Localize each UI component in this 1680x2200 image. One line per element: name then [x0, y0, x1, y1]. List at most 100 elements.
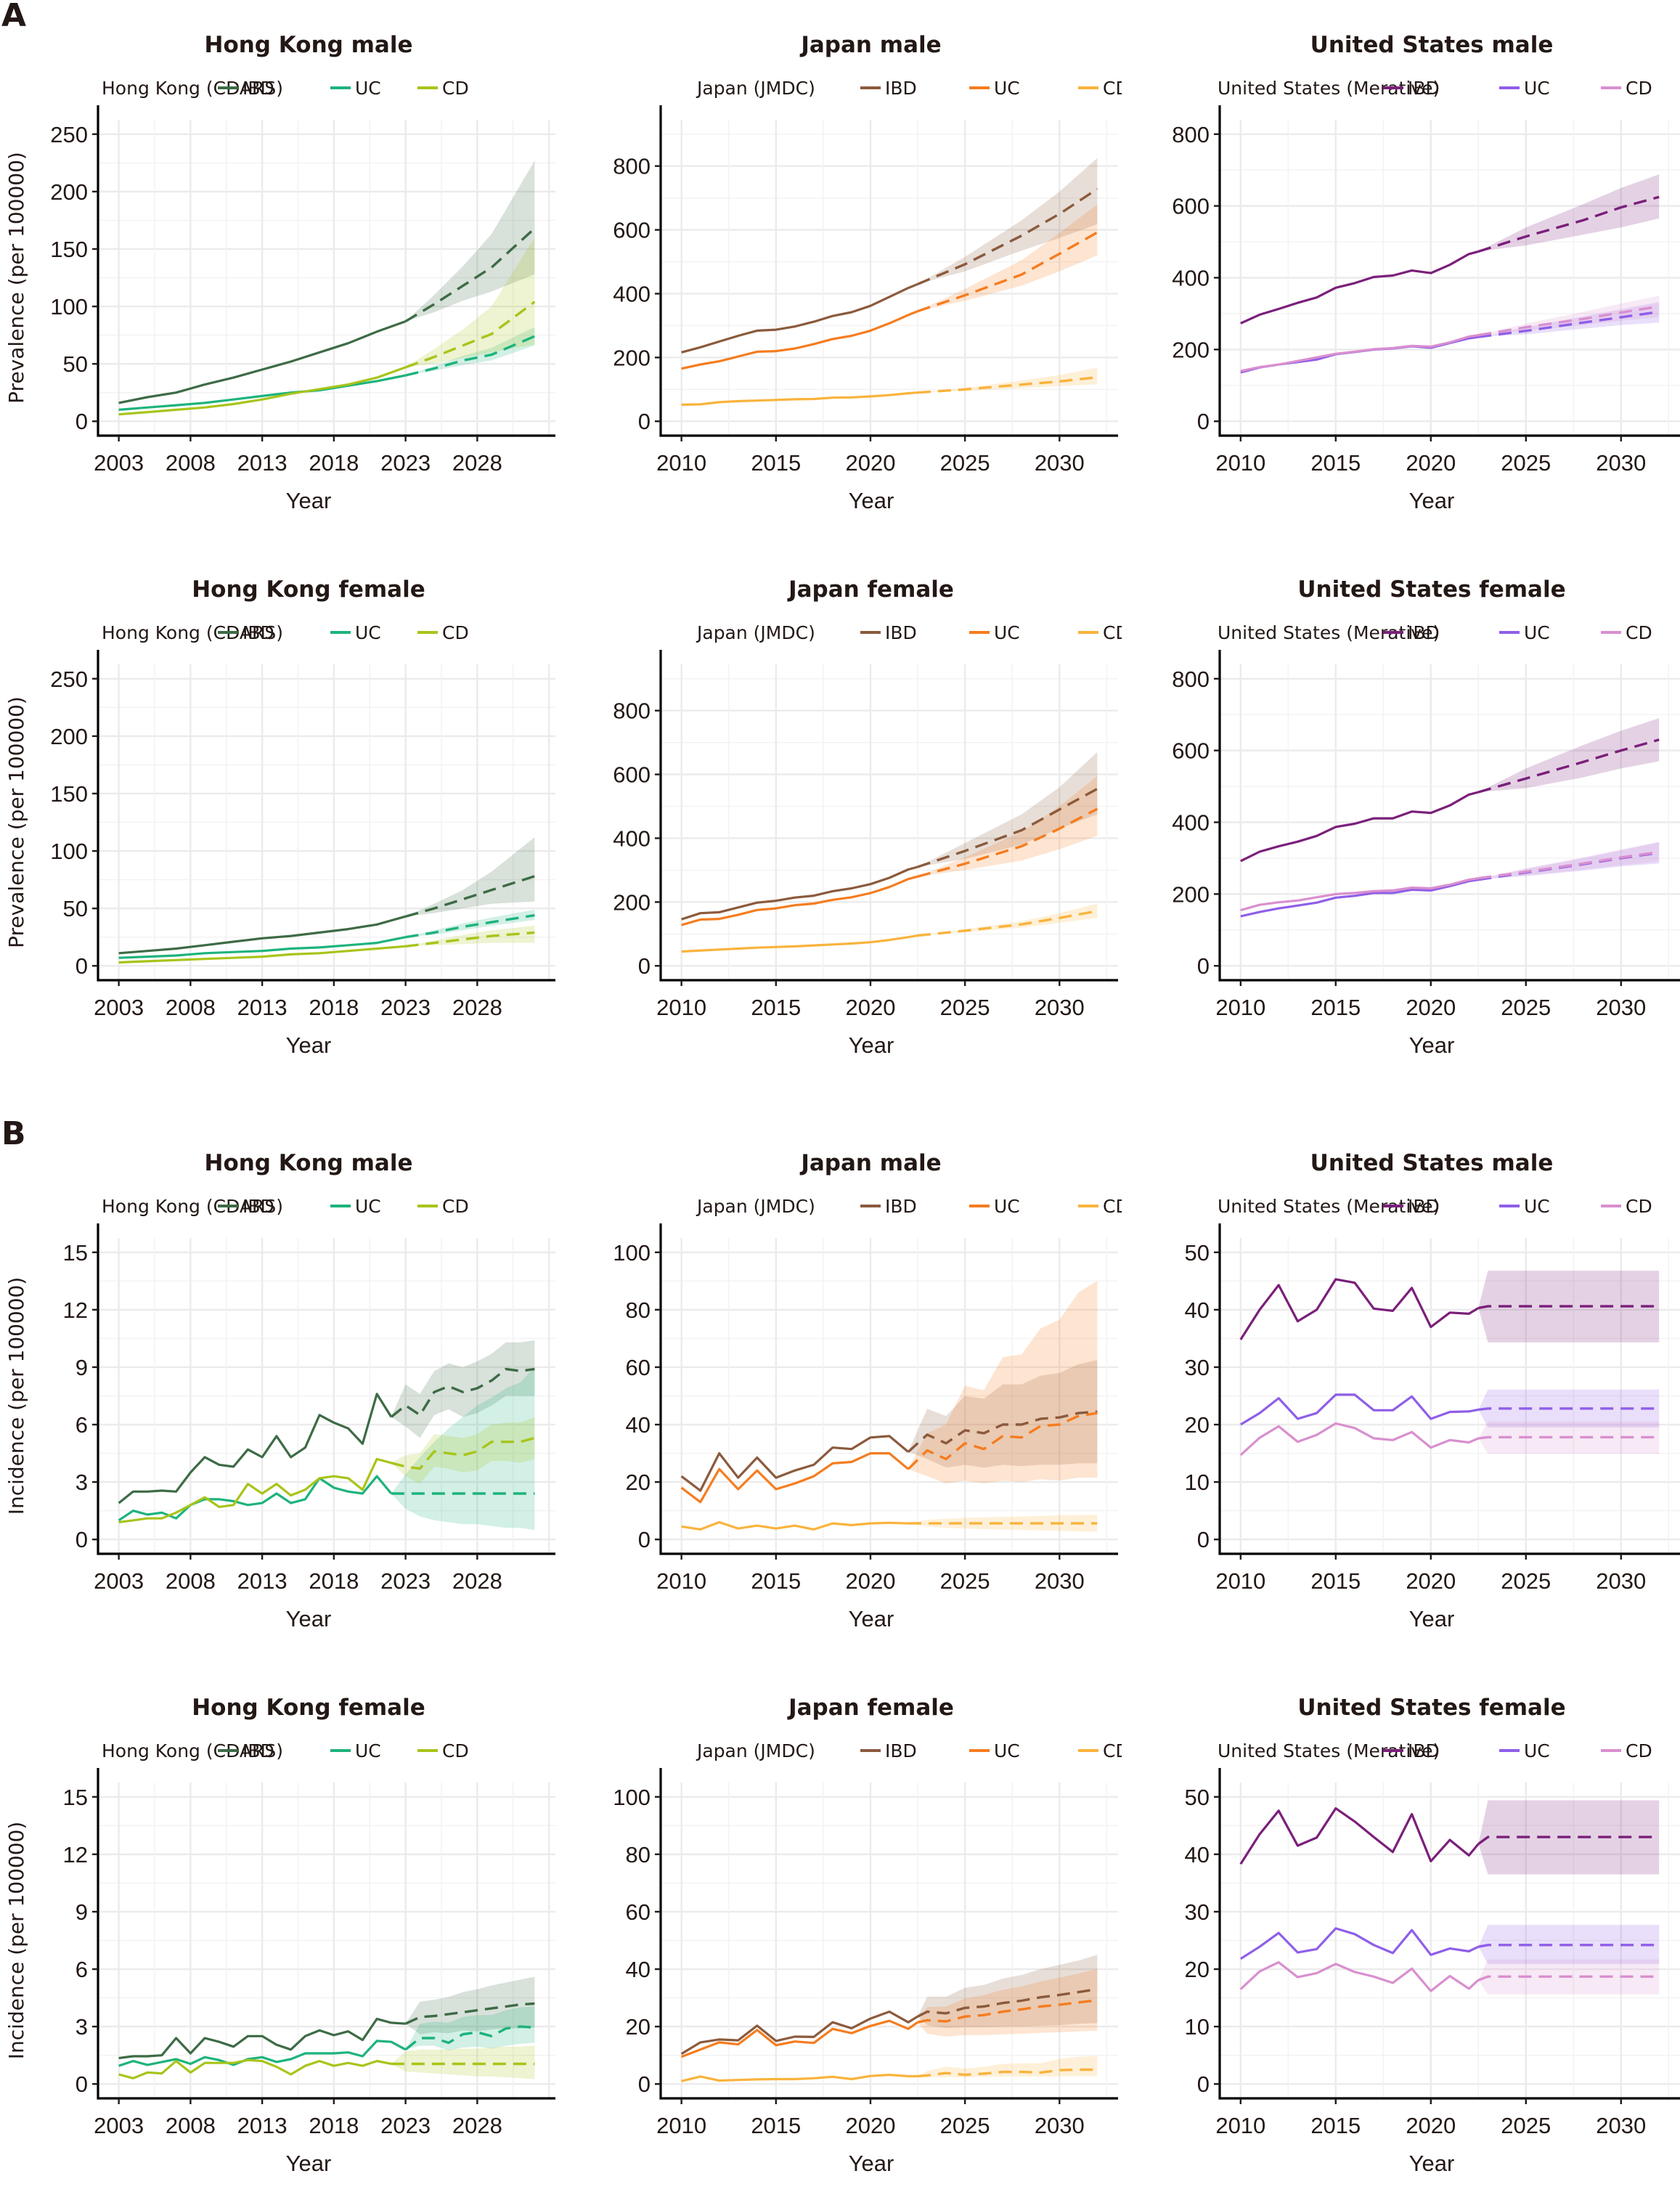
- x-tick-label: 2020: [845, 1568, 895, 1594]
- series-line-cd: [1240, 877, 1479, 912]
- series-line-ibd: [680, 1435, 910, 1492]
- chart-svg: Japan female Japan (JMDC) IBD UC CD 0 20 40 60 80…: [613, 1695, 1122, 2176]
- x-tick-label: 2015: [1310, 1568, 1361, 1594]
- y-tick-label: 600: [613, 218, 651, 243]
- x-tick-label: 2015: [751, 995, 801, 1020]
- x-axis-title: Year: [286, 1606, 332, 1631]
- chart-svg: United States male United States (Merativ…: [1172, 32, 1680, 513]
- forecast-ribbon-cd: [918, 903, 1098, 936]
- y-tick-label: 40: [626, 1412, 651, 1438]
- x-tick-label: 2015: [751, 1568, 801, 1594]
- legend-label-uc: UC: [994, 622, 1020, 643]
- forecast-ribbon-uc: [1478, 842, 1660, 880]
- chart-panel-A-us-male: United States male United States (Merativ…: [1122, 0, 1680, 523]
- series-line-uc: [1240, 335, 1479, 374]
- legend-label-ibd: IBD: [1408, 1196, 1440, 1217]
- y-tick-label: 20: [626, 1470, 651, 1495]
- x-tick-label: 2020: [845, 2113, 895, 2138]
- section-label-a: A: [1, 0, 27, 34]
- panel-title: United States female: [1297, 577, 1565, 603]
- grid: [1220, 1783, 1680, 2098]
- legend-label-uc: UC: [1524, 622, 1550, 643]
- forecast-ribbon-ibd: [405, 837, 535, 917]
- x-tick-label: 2030: [1035, 995, 1085, 1020]
- chart-svg: United States female United States (Merat…: [1185, 1695, 1680, 2176]
- legend-title: Hong Kong (CDARS): [102, 78, 283, 99]
- x-tick-label: 2010: [656, 1568, 706, 1594]
- x-tick-label: 2010: [656, 450, 706, 476]
- forecast-ribbon-ibd: [391, 1340, 535, 1438]
- x-tick-label: 2003: [94, 450, 144, 476]
- forecast-line-ibd: [1477, 738, 1660, 794]
- legend-label-cd: CD: [1103, 78, 1122, 99]
- forecast-ribbon-cd: [405, 237, 535, 367]
- forecast-line-ibd: [1477, 1836, 1660, 1845]
- x-tick-label: 2010: [656, 995, 706, 1020]
- forecast-line-uc: [405, 335, 536, 377]
- x-axis-title: Year: [849, 1032, 894, 1058]
- chart-panel-B-hk-male: Hong Kong male Hong Kong (CDARS) IBD UC CD 0 3…: [0, 1118, 559, 1641]
- x-tick-label: 2030: [1035, 1568, 1085, 1594]
- x-tick-label: 2020: [1406, 450, 1456, 476]
- x-tick-label: 2025: [1501, 995, 1551, 1020]
- forecast-line-uc: [1478, 310, 1660, 338]
- forecast-ribbon-uc: [918, 204, 1098, 311]
- forecast-ribbon-uc: [405, 327, 535, 375]
- series-line-ibd: [1240, 791, 1479, 863]
- y-tick-label: 0: [1197, 1527, 1210, 1552]
- y-tick-label: 150: [50, 237, 88, 262]
- legend-label-cd: CD: [442, 1740, 469, 1761]
- axes: [97, 1223, 555, 1555]
- forecast-line-cd: [1477, 1975, 1660, 1981]
- x-tick-label: 2028: [452, 1568, 502, 1594]
- panel-title: Japan female: [787, 1695, 954, 1721]
- y-tick-label: 80: [626, 1842, 651, 1867]
- series-line-ibd: [681, 282, 918, 354]
- forecast-line-ibd: [1477, 1305, 1660, 1310]
- x-tick-label: 2025: [1501, 2113, 1551, 2138]
- x-tick-label: 2003: [94, 995, 144, 1020]
- x-axis-title: Year: [849, 488, 894, 513]
- legend-label-uc: UC: [1524, 1196, 1550, 1217]
- panel-title: Japan female: [787, 577, 954, 603]
- x-tick-label: 2008: [166, 450, 216, 476]
- series-line-cd: [681, 2073, 918, 2082]
- y-tick-label: 400: [1172, 810, 1210, 836]
- forecast-line-uc: [404, 2025, 535, 2051]
- legend-label-ibd: IBD: [885, 622, 917, 643]
- x-tick-label: 2013: [237, 450, 288, 476]
- legend-label-ibd: IBD: [242, 1740, 274, 1761]
- x-axis-title: Year: [849, 2151, 894, 2176]
- forecast-line-ibd: [917, 787, 1098, 868]
- series-line-ibd: [680, 2010, 918, 2056]
- forecast-line-uc: [907, 1411, 1098, 1470]
- forecast-line-uc: [917, 1999, 1098, 2024]
- legend-label-cd: CD: [442, 1196, 469, 1217]
- y-tick-label: 200: [613, 889, 651, 915]
- forecast-line-ibd: [1477, 195, 1660, 253]
- chart-panel-B-jp-female: Japan female Japan (JMDC) IBD UC CD 0 20 40 60 80…: [563, 1663, 1122, 2185]
- axes: [97, 105, 555, 437]
- legend-label-cd: CD: [1103, 1740, 1122, 1761]
- x-tick-label: 2010: [1215, 995, 1265, 1020]
- x-axis-title: Year: [1409, 488, 1455, 513]
- y-tick-label: 200: [1172, 881, 1210, 907]
- series-line-uc: [1239, 1393, 1479, 1426]
- y-tick-label: 0: [76, 409, 88, 434]
- series-line-cd: [1239, 1961, 1480, 1992]
- series-line-ibd: [118, 2018, 406, 2060]
- y-tick-label: 9: [76, 1355, 88, 1380]
- y-tick-label: 6: [76, 1412, 88, 1438]
- series-line-uc: [1240, 879, 1479, 918]
- panel-title: Hong Kong male: [205, 32, 413, 58]
- x-tick-label: 2010: [1215, 2113, 1265, 2138]
- legend-title: Japan (JMDC): [696, 622, 815, 643]
- forecast-line-ibd: [390, 1367, 535, 1418]
- forecast-ribbon-uc: [405, 2006, 535, 2051]
- x-tick-label: 2013: [237, 995, 288, 1020]
- x-tick-label: 2015: [751, 2113, 801, 2138]
- y-tick-label: 600: [1172, 194, 1210, 219]
- grid: [98, 1783, 555, 2098]
- x-tick-label: 2030: [1035, 2113, 1085, 2138]
- x-tick-label: 2008: [166, 1568, 216, 1594]
